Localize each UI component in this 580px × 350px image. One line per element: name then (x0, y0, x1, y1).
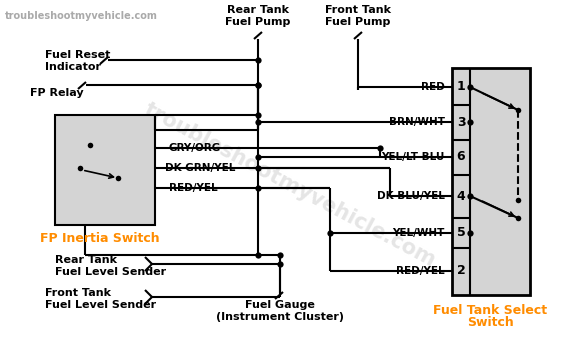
Text: 4: 4 (456, 189, 465, 203)
Text: Rear Tank: Rear Tank (55, 255, 117, 265)
Bar (55, 115, 155, 225)
Text: DK BLU/YEL: DK BLU/YEL (377, 191, 445, 201)
Text: (Instrument Cluster): (Instrument Cluster) (216, 312, 344, 322)
Text: 6: 6 (456, 150, 465, 163)
Bar (452, 68, 530, 295)
Text: Rear Tank: Rear Tank (227, 5, 289, 15)
Text: Fuel Gauge: Fuel Gauge (245, 300, 315, 310)
Text: YEL/LT BLU: YEL/LT BLU (382, 152, 445, 162)
Text: 5: 5 (456, 226, 465, 239)
Text: Front Tank: Front Tank (45, 288, 111, 298)
Text: RED: RED (421, 82, 445, 92)
Text: 3: 3 (456, 116, 465, 128)
Text: RED/YEL: RED/YEL (169, 183, 218, 193)
Text: Fuel Level Sender: Fuel Level Sender (45, 300, 156, 310)
Text: 2: 2 (456, 265, 465, 278)
Text: Fuel Reset: Fuel Reset (45, 50, 110, 60)
Text: Indicator: Indicator (45, 62, 101, 72)
Text: RED/YEL: RED/YEL (396, 266, 445, 276)
Text: Fuel Tank Select: Fuel Tank Select (433, 303, 547, 316)
Text: FP Inertia Switch: FP Inertia Switch (40, 231, 160, 245)
Text: troubleshootmyvehicle.com: troubleshootmyvehicle.com (5, 11, 158, 21)
Text: BRN/WHT: BRN/WHT (389, 117, 445, 127)
Text: Front Tank: Front Tank (325, 5, 391, 15)
Text: troubleshootmyvehicle.com: troubleshootmyvehicle.com (141, 99, 439, 271)
Text: Fuel Pump: Fuel Pump (225, 17, 291, 27)
Text: Switch: Switch (467, 316, 513, 329)
Text: DK GRN/YEL: DK GRN/YEL (165, 163, 235, 173)
Text: 1: 1 (456, 80, 465, 93)
Text: GRY/ORG: GRY/ORG (169, 143, 221, 153)
Text: Fuel Pump: Fuel Pump (325, 17, 391, 27)
Text: FP Relay: FP Relay (30, 88, 84, 98)
Text: Fuel Level Sender: Fuel Level Sender (55, 267, 166, 277)
Text: YEL/WHT: YEL/WHT (393, 228, 445, 238)
